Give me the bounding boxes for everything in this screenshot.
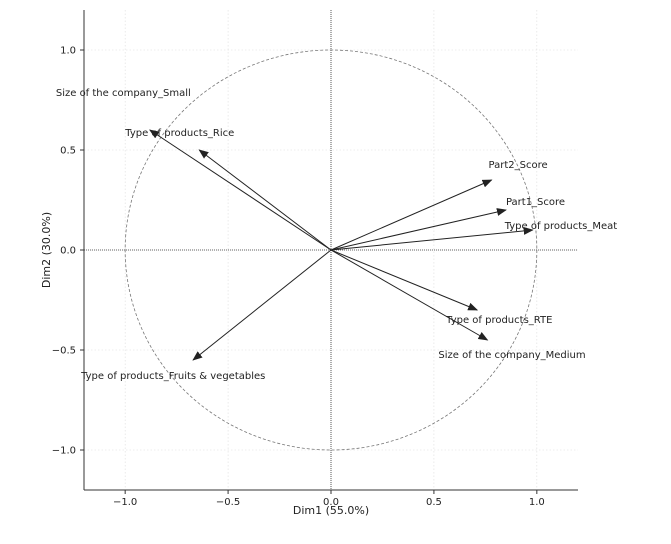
- vector-label: Size of the company_Small: [56, 88, 191, 99]
- unit-circle: [124, 49, 538, 451]
- y-axis-label: Dim2 (30.0%): [40, 212, 53, 288]
- vector-arrow: [149, 129, 332, 251]
- vector-label: Type of products_RTE: [445, 315, 552, 326]
- vector-arrow: [330, 226, 534, 251]
- vector-labels: Size of the company_Small Type of product…: [56, 88, 617, 382]
- y-tick-label: 1.0: [60, 46, 76, 57]
- y-tick-label: −1.0: [52, 446, 76, 457]
- axes: −1.0 −0.5 0.0 0.5 1.0 −1.0 −0.5 0.0 0.5 1.0: [52, 10, 578, 508]
- vector-arrow: [330, 179, 493, 251]
- x-tick-label: −0.5: [216, 497, 240, 508]
- y-tick-label: −0.5: [52, 346, 76, 357]
- vector-arrow: [198, 149, 332, 251]
- x-tick-label: 1.0: [529, 497, 545, 508]
- vector-label: Type of products_Fruits & vegetables: [80, 371, 265, 382]
- x-tick-label: 0.0: [323, 497, 339, 508]
- vector-label: Part1_Score: [506, 197, 565, 208]
- x-tick-label: −1.0: [113, 497, 137, 508]
- vector-arrow: [330, 249, 479, 311]
- y-tick-label: 0.0: [60, 246, 76, 257]
- vectors: [149, 129, 534, 361]
- vector-label: Type of products_Meat: [504, 221, 618, 232]
- vector-arrow: [330, 249, 489, 341]
- vector-label: Type of products_Rice: [124, 128, 234, 139]
- vector-arrow: [192, 249, 332, 361]
- y-tick-label: 0.5: [60, 146, 76, 157]
- vector-label: Part2_Score: [489, 160, 548, 171]
- x-tick-label: 0.5: [426, 497, 442, 508]
- x-axis-label: Dim1 (55.0%): [293, 504, 369, 517]
- vector-arrow: [330, 208, 507, 251]
- vector-label: Size of the company_Medium: [438, 350, 585, 361]
